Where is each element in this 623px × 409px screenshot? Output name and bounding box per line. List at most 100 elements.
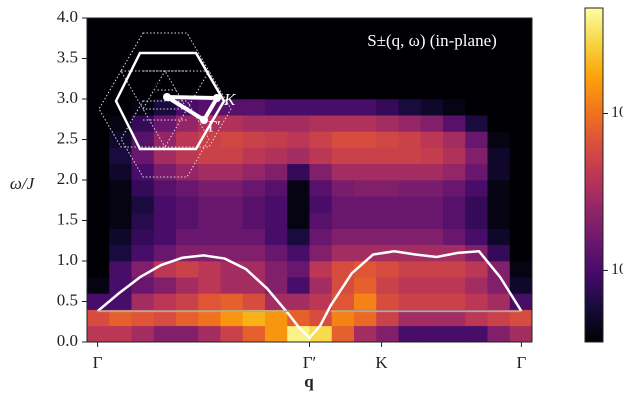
heatmap-cell [287, 309, 310, 327]
heatmap-cell [131, 196, 155, 213]
heatmap-cell [131, 115, 155, 132]
heatmap-cell [487, 180, 511, 197]
heatmap-cell [487, 293, 511, 310]
heatmap-cell [443, 293, 466, 310]
heatmap-cell [265, 180, 288, 197]
heatmap-cell [153, 277, 177, 294]
heatmap-cell [398, 115, 422, 132]
heatmap-cell [487, 82, 511, 100]
heatmap-cell [509, 163, 533, 181]
heatmap-cell [331, 147, 355, 165]
heatmap-cell [309, 82, 333, 100]
heatmap-cell [509, 293, 533, 310]
heatmap-cell [87, 99, 110, 116]
heatmap-cell [87, 309, 110, 327]
heatmap-cell [376, 277, 399, 294]
heatmap-cell [198, 147, 221, 165]
heatmap-cell [176, 147, 199, 165]
heatmap-cell [331, 325, 355, 343]
heatmap-cell [420, 180, 444, 197]
heatmap-cell [176, 131, 199, 148]
heatmap-cell [354, 147, 377, 165]
heatmap-cell [398, 228, 422, 246]
heatmap-cell [465, 180, 488, 197]
heatmap-cell [242, 163, 266, 181]
heatmap-cell [420, 131, 444, 148]
heatmap-cell [331, 212, 355, 229]
heatmap-cell [220, 293, 244, 310]
heatmap-cell [265, 196, 288, 213]
heatmap-cell [287, 261, 310, 278]
heatmap-cell [131, 228, 155, 246]
heatmap-cell [87, 293, 110, 310]
heatmap-cell [465, 115, 488, 132]
heatmap-cell [131, 212, 155, 229]
heatmap-cell [420, 196, 444, 213]
heatmap-cell [220, 147, 244, 165]
heatmap-cell [420, 228, 444, 246]
heatmap-cell [198, 261, 221, 278]
heatmap-cell [487, 228, 511, 246]
heatmap-cell [131, 82, 155, 100]
y-tick-label: 1.0 [57, 250, 78, 269]
heatmap-cell [220, 277, 244, 294]
heatmap-cell [509, 196, 533, 213]
heatmap-cell [153, 325, 177, 343]
heatmap-cell [509, 131, 533, 148]
heatmap-cell [153, 196, 177, 213]
heatmap-cell [376, 309, 399, 327]
y-tick-label: 3.0 [57, 88, 78, 107]
inset-label: Γ′ [208, 119, 221, 136]
heatmap-cell [287, 115, 310, 132]
heatmap-cell [509, 99, 533, 116]
heatmap-cell [443, 115, 466, 132]
heatmap-cell [198, 277, 221, 294]
heatmap-cell [265, 277, 288, 294]
heatmap-cell [109, 196, 132, 213]
heatmap-cell [487, 196, 511, 213]
heatmap-cell [331, 131, 355, 148]
heatmap-cell [87, 131, 110, 148]
heatmap-cell [287, 99, 310, 116]
heatmap-cell [487, 99, 511, 116]
heatmap-cell [87, 163, 110, 181]
heatmap-cell [287, 228, 310, 246]
dispersion-line [96, 249, 523, 340]
colorbar [584, 7, 604, 343]
heatmap-cell [420, 309, 444, 327]
heatmap-cell [109, 293, 132, 310]
heatmap-cell [443, 163, 466, 181]
heatmap-cell [287, 244, 310, 262]
heatmap-cell [376, 115, 399, 132]
heatmap-cell [487, 163, 511, 181]
heatmap-cell [309, 131, 333, 148]
heatmap-cell [309, 293, 333, 310]
heatmap-cell [398, 293, 422, 310]
heatmap-cell [376, 147, 399, 165]
heatmap-cell [131, 163, 155, 181]
heatmap-cell [265, 147, 288, 165]
heatmap-cell [220, 244, 244, 262]
heatmap-cell [309, 163, 333, 181]
heatmap-cell [131, 147, 155, 165]
heatmap-cell [376, 325, 399, 343]
heatmap-cell [242, 131, 266, 148]
heatmap-cell [376, 99, 399, 116]
heatmap-cell [220, 163, 244, 181]
heatmap-cell [465, 228, 488, 246]
heatmap-cell [487, 131, 511, 148]
heatmap-cell [176, 261, 199, 278]
x-tick-label: Γ′ [303, 353, 317, 372]
heatmap-cell [242, 228, 266, 246]
colorbar-tick-label: 10⁰ [611, 104, 623, 121]
colorbar-tick-label: 10⁻¹ [611, 261, 623, 278]
x-tick-label: Γ [93, 353, 103, 372]
heatmap-cell [331, 163, 355, 181]
heatmap-cell [487, 147, 511, 165]
heatmap-cell [242, 293, 266, 310]
heatmap-cell [398, 147, 422, 165]
heatmap-cell [376, 293, 399, 310]
heatmap-cell [398, 163, 422, 181]
heatmap-cell [176, 293, 199, 310]
heatmap-cell [487, 244, 511, 262]
